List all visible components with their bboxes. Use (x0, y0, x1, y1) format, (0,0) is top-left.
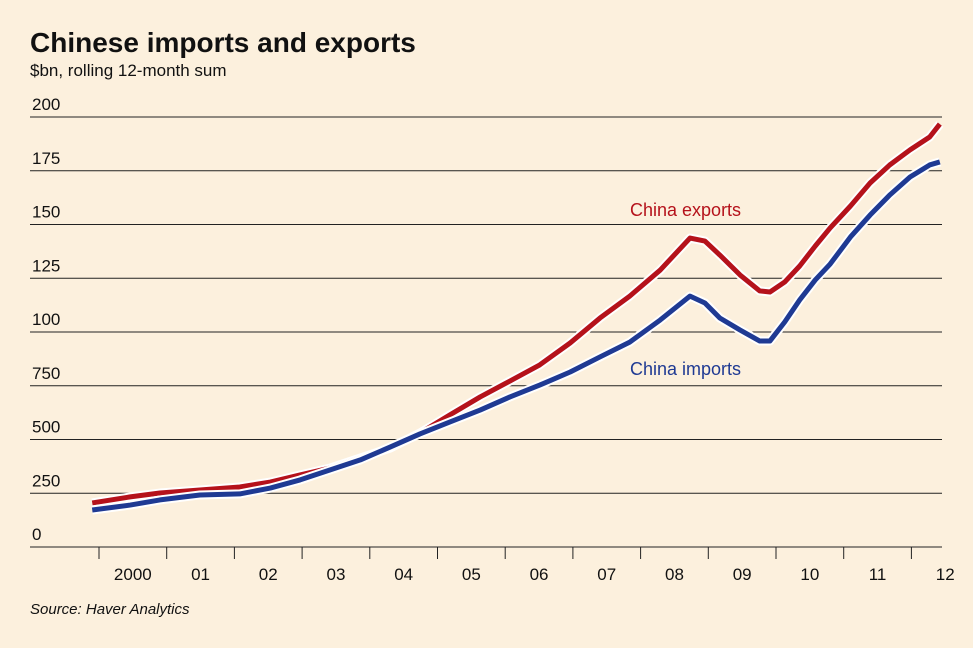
chart-subtitle: $bn, rolling 12-month sum (30, 61, 227, 80)
y-tick-label: 750 (32, 364, 60, 383)
series-line (91, 159, 941, 513)
y-tick-label: 200 (32, 95, 60, 114)
x-tick-label: 05 (462, 565, 481, 584)
x-tick-label: 12 (936, 565, 955, 584)
x-tick-label: 08 (665, 565, 684, 584)
x-tick-label: 09 (733, 565, 752, 584)
x-tick-label: 01 (191, 565, 210, 584)
series-line (91, 122, 942, 506)
series-label: China imports (630, 359, 741, 379)
y-tick-label: 0 (32, 525, 41, 544)
x-tick-label: 04 (394, 565, 413, 584)
x-tick-label: 10 (800, 565, 819, 584)
x-tick-label: 02 (259, 565, 278, 584)
y-tick-label: 175 (32, 149, 60, 168)
series-label: China exports (630, 200, 741, 220)
y-tick-label: 100 (32, 310, 60, 329)
y-tick-label: 250 (32, 471, 60, 490)
x-tick-label: 2000 (114, 565, 152, 584)
x-tick-label: 03 (326, 565, 345, 584)
x-tick-label: 11 (869, 565, 887, 584)
source: Source: Haver Analytics (30, 601, 190, 618)
x-tick-label: 06 (530, 565, 549, 584)
chart-title: Chinese imports and exports (30, 27, 416, 58)
y-tick-label: 125 (32, 256, 60, 275)
x-tick-label: 07 (597, 565, 616, 584)
y-tick-label: 500 (32, 418, 60, 437)
y-tick-label: 150 (32, 203, 60, 222)
